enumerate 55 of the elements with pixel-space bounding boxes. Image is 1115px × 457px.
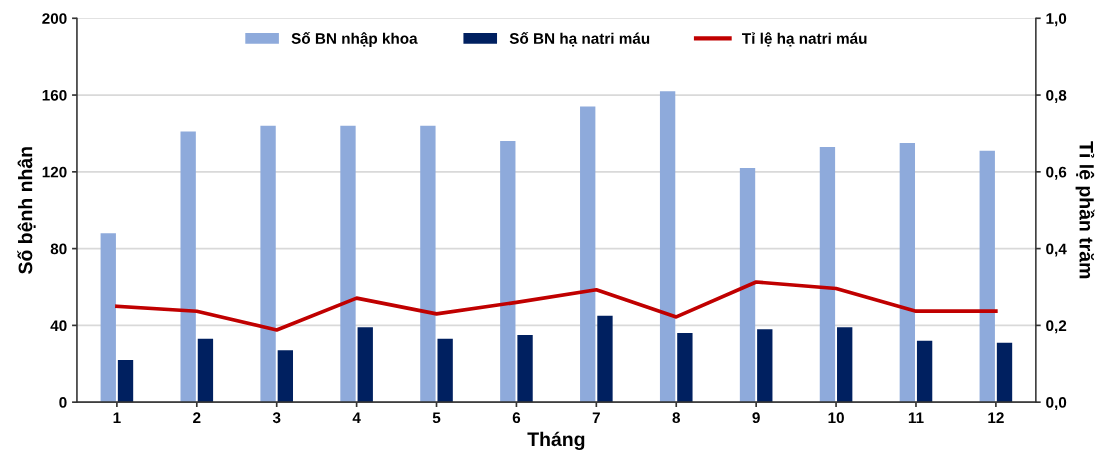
bar	[180, 131, 196, 403]
x-tick-label: 6	[512, 412, 521, 424]
x-tick-label: 3	[272, 412, 281, 424]
legend-label: Số BN hạ natri máu	[509, 32, 650, 47]
x-tick-label: 2	[193, 412, 201, 423]
bar	[517, 334, 533, 403]
y2-tick-label: 0,4	[1046, 243, 1067, 257]
bar	[100, 233, 116, 403]
bar	[837, 327, 853, 403]
bar	[739, 167, 756, 403]
bar	[340, 125, 356, 403]
bar	[819, 146, 836, 403]
bar	[420, 125, 436, 403]
bar	[437, 338, 453, 403]
bar	[597, 315, 613, 403]
y2-axis-title: Tỉ lệ phần trăm	[1075, 141, 1095, 279]
y2-tick-label: 0,6	[1046, 166, 1067, 180]
y2-tick-label: 0,2	[1046, 320, 1067, 334]
bar	[580, 106, 596, 403]
bar	[757, 329, 773, 403]
legend-label: Tỉ lệ hạ natri máu	[742, 32, 867, 47]
y-tick-label: 80	[50, 243, 67, 255]
x-tick-label: 9	[752, 412, 760, 424]
bar	[500, 141, 516, 403]
y-tick-label: 160	[42, 89, 67, 101]
bar	[260, 125, 276, 403]
x-tick-label: 8	[672, 412, 681, 424]
bar	[659, 91, 676, 403]
line-series	[115, 280, 998, 332]
legend-label: Số BN nhập khoa	[291, 32, 418, 47]
bar	[677, 333, 693, 403]
x-tick-label: 10	[828, 412, 844, 424]
x-axis-title: Tháng	[527, 431, 585, 451]
bar	[916, 340, 933, 403]
y2-tick-label: 1,0	[1046, 13, 1067, 27]
y-tick-label: 120	[42, 166, 67, 178]
y2-tick-label: 0,8	[1046, 89, 1067, 103]
bar	[357, 327, 373, 403]
bar	[979, 150, 995, 403]
bar	[996, 342, 1013, 403]
x-tick-label: 11	[908, 412, 924, 423]
y-tick-label: 40	[50, 320, 67, 332]
bar	[117, 359, 134, 403]
bar	[277, 350, 294, 403]
x-tick-label: 7	[592, 412, 600, 423]
x-tick-label: 1	[113, 412, 121, 423]
x-tick-label: 4	[352, 412, 361, 423]
y-tick-label: 0	[59, 397, 67, 408]
bar	[197, 338, 214, 403]
x-tick-label: 5	[432, 412, 441, 424]
y-axis-title: Số bệnh nhân	[17, 147, 36, 274]
y2-tick-label: 0,0	[1046, 397, 1067, 411]
y-tick-label: 200	[42, 13, 67, 24]
x-tick-label: 12	[988, 412, 1004, 423]
bar	[899, 143, 916, 403]
